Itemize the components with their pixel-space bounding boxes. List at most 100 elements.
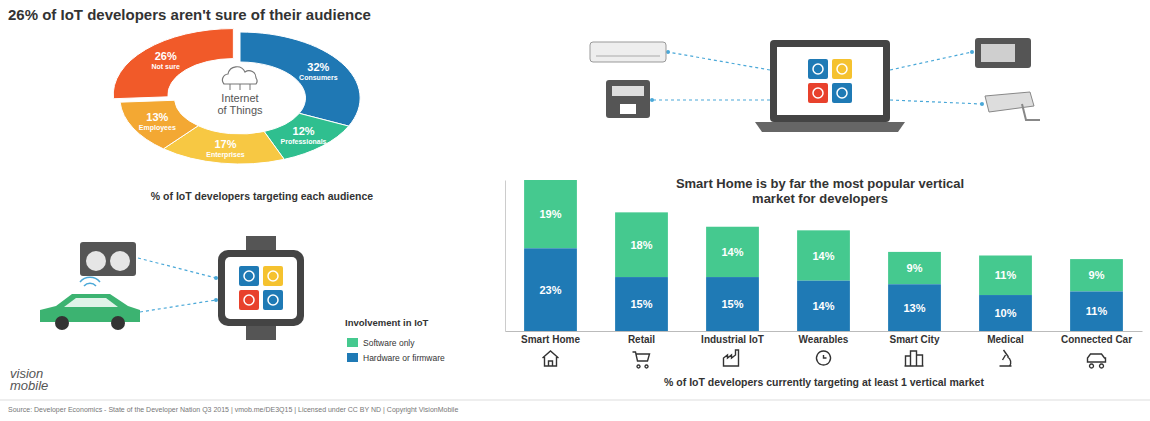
x-axis-title: % of IoT developers currently targeting … bbox=[664, 376, 984, 388]
app-icon bbox=[808, 83, 828, 103]
connector bbox=[890, 52, 972, 70]
category-icon bbox=[817, 351, 831, 365]
slice-category-label: Consumers bbox=[299, 74, 338, 81]
x-tick: Smart Home bbox=[521, 331, 580, 345]
coffee-machine-panel bbox=[612, 86, 644, 96]
category-icons bbox=[543, 350, 1106, 368]
x-tick-label: Retail bbox=[628, 334, 655, 345]
app-icon bbox=[832, 83, 852, 103]
car-wheel bbox=[111, 316, 125, 330]
plot-area bbox=[524, 180, 1123, 331]
slice-category-label: Professionals bbox=[281, 138, 327, 145]
logo: visionmobile bbox=[10, 366, 48, 393]
x-tick: Retail bbox=[628, 331, 655, 345]
infographic: 26% of IoT developers aren't sure of the… bbox=[0, 0, 1150, 421]
x-tick-label: Medical bbox=[987, 334, 1024, 345]
bar-value-label: 14% bbox=[812, 300, 834, 312]
donut-subtitle: % of IoT developers targeting each audie… bbox=[151, 190, 373, 202]
legend-title: Involvement in IoT bbox=[345, 317, 429, 328]
app-icon-glyph bbox=[244, 271, 254, 281]
bar-value-label: 15% bbox=[721, 298, 743, 310]
x-tick-label: Connected Car bbox=[1061, 334, 1132, 345]
washer-door bbox=[110, 251, 130, 271]
donut-center-label: Internetof Things bbox=[217, 92, 263, 116]
microwave-window bbox=[981, 44, 1015, 62]
slice-category-label: Enterprises bbox=[206, 151, 245, 159]
connector-dot bbox=[650, 98, 654, 102]
connector-dot bbox=[666, 50, 670, 54]
category-icon bbox=[1088, 354, 1106, 368]
slice-category-label: Employees bbox=[139, 124, 176, 132]
category-icon bbox=[905, 351, 924, 366]
bar-segment bbox=[524, 248, 577, 331]
bar-segment bbox=[979, 256, 1032, 296]
category-icon bbox=[1000, 350, 1012, 366]
app-icon-glyph bbox=[837, 64, 847, 74]
donut: 32%Consumers12%Professionals17%Enterpris… bbox=[113, 29, 360, 164]
bar-value-label: 14% bbox=[721, 246, 743, 258]
legend-swatch bbox=[347, 338, 358, 347]
slice-value-label: 17% bbox=[214, 138, 236, 150]
connector-dot bbox=[214, 298, 218, 302]
laptop-screen bbox=[770, 40, 890, 122]
x-tick: Industrial IoT bbox=[701, 331, 764, 345]
slice-value-label: 13% bbox=[146, 111, 168, 123]
source: Source: Developer Economics - State of t… bbox=[8, 406, 458, 414]
bar-segment bbox=[888, 284, 941, 331]
bar-value-label: 19% bbox=[539, 208, 561, 220]
legend-label: Software only bbox=[363, 338, 415, 348]
watch-display bbox=[225, 257, 297, 319]
bar-segment bbox=[1070, 259, 1123, 291]
connector bbox=[890, 100, 982, 104]
bar-segment bbox=[979, 295, 1032, 331]
connector-dot bbox=[214, 276, 218, 280]
bar-value-label: 11% bbox=[1086, 305, 1108, 317]
bar-value-label: 18% bbox=[630, 239, 652, 251]
cloud-icon bbox=[222, 67, 257, 84]
bar-segment bbox=[615, 212, 668, 277]
connector bbox=[140, 300, 216, 312]
bar-value-label: 9% bbox=[1089, 269, 1105, 281]
app-icon bbox=[832, 59, 852, 79]
slice-value-label: 26% bbox=[155, 50, 177, 62]
app-icon bbox=[263, 266, 283, 286]
bar-value-label: 10% bbox=[994, 307, 1016, 319]
donut-slice bbox=[113, 29, 233, 99]
category-icon bbox=[633, 352, 650, 368]
bar-segment bbox=[888, 252, 941, 284]
donut-title: 26% of IoT developers aren't sure of the… bbox=[8, 6, 371, 23]
x-tick: Wearables bbox=[799, 331, 849, 345]
donut-ring bbox=[113, 29, 360, 164]
x-tick-label: Smart City bbox=[889, 334, 939, 345]
bar-segment bbox=[524, 180, 577, 248]
watch-body bbox=[218, 250, 304, 326]
connector bbox=[138, 258, 216, 278]
bar-segment bbox=[615, 277, 668, 331]
car-signal bbox=[80, 277, 100, 286]
app-icon bbox=[239, 290, 259, 310]
connector bbox=[652, 99, 770, 100]
x-tick-label: Smart Home bbox=[521, 334, 580, 345]
app-icon-glyph bbox=[813, 88, 823, 98]
bar-segment bbox=[797, 230, 850, 280]
bar-value-label: 9% bbox=[907, 262, 923, 274]
app-icon bbox=[239, 266, 259, 286]
car-window bbox=[64, 298, 118, 307]
car bbox=[40, 294, 140, 322]
donut-slice bbox=[120, 100, 198, 149]
data-labels: 19%18%14%14%9%11%9%23%15%15%14%13%10%11% bbox=[539, 208, 1107, 319]
donut-center-line: Internet bbox=[221, 92, 258, 104]
y-axis bbox=[505, 181, 506, 332]
connector-dot bbox=[980, 102, 984, 106]
app-icon bbox=[808, 59, 828, 79]
washer bbox=[80, 242, 136, 276]
y-axis-line bbox=[505, 181, 506, 332]
x-tick-label: Industrial IoT bbox=[701, 334, 764, 345]
app-icon-glyph bbox=[268, 271, 278, 281]
coffee-cup bbox=[620, 104, 636, 114]
donut-center-line: of Things bbox=[217, 104, 263, 116]
bar-value-label: 23% bbox=[539, 284, 561, 296]
app-icon bbox=[263, 290, 283, 310]
cloud-links bbox=[230, 84, 250, 90]
laptop-base bbox=[755, 122, 905, 132]
